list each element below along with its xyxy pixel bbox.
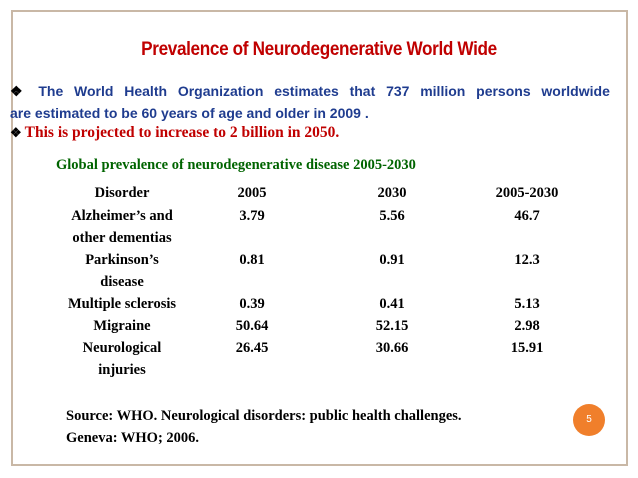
table-cell-2030: 0.41	[379, 296, 405, 312]
disorder-name-line: Migraine	[93, 318, 151, 334]
table-cell-disorder: Multiple sclerosis	[53, 293, 191, 315]
disorder-name-line: disease	[100, 274, 144, 290]
table-cell-2005: 26.45	[235, 340, 269, 356]
who-estimate-line-1: ❖ The World Health Organization estimates that…	[10, 80, 610, 102]
who-estimate-paragraph: ❖ The World Health Organization estimates that…	[10, 80, 610, 124]
who-estimate-word: estimates	[274, 83, 339, 99]
disorder-name-line: Neurological	[82, 340, 162, 356]
table-header: 2005	[237, 185, 267, 201]
who-estimate-word: The	[38, 83, 64, 99]
who-estimate-word: worldwide	[541, 83, 610, 99]
table-cell-disorder: Alzheimer’s and other dementias	[53, 205, 191, 249]
page-number-badge: 5	[573, 404, 605, 436]
disorder-name-line: Alzheimer’s and	[71, 208, 173, 224]
table-header: 2030	[377, 185, 407, 201]
diamond-bullet-icon: ❖	[10, 125, 22, 140]
table-cell-2005: 3.79	[239, 208, 265, 224]
slide-title: Prevalence of Neurodegenerative World Wi…	[141, 38, 497, 60]
disorder-name-line: other dementias	[72, 230, 172, 246]
table-cell-change: 46.7	[514, 208, 540, 224]
who-estimate-word: 737	[386, 83, 410, 99]
table-cell-change: 5.13	[514, 296, 540, 312]
source-line-2: Geneva: WHO; 2006.	[66, 430, 200, 446]
table-cell-2030: 30.66	[375, 340, 409, 356]
diamond-bullet-icon: ❖	[10, 83, 23, 99]
source-citation: Source: WHO. Neurological disorders: pub…	[66, 405, 546, 449]
table-cell-disorder: Neurological injuries	[53, 337, 191, 381]
who-estimate-word: Health	[124, 83, 168, 99]
slide-border-left	[11, 10, 13, 466]
who-estimate-word: World	[74, 83, 114, 99]
slide-border-top	[11, 10, 628, 12]
who-estimate-word: Organization	[177, 83, 264, 99]
table-cell-2005: 0.39	[239, 296, 265, 312]
source-line-1: Source: WHO. Neurological disorders: pub…	[66, 408, 462, 424]
table-cell-2030: 0.91	[379, 252, 405, 268]
table-cell-2030: 5.56	[379, 208, 405, 224]
table-cell-change: 2.98	[514, 318, 540, 334]
projection-paragraph: ❖ This is projected to increase to 2 bill…	[10, 124, 339, 142]
table-cell-disorder: Parkinson’s disease	[53, 249, 191, 293]
table-header: 2005-2030	[495, 185, 559, 201]
table-caption: Global prevalence of neurodegenerative d…	[56, 157, 416, 173]
projection-text: This is projected to increase to 2 billi…	[24, 124, 340, 141]
who-estimate-word: persons	[476, 83, 531, 99]
table-cell-change: 12.3	[514, 252, 540, 268]
slide-border-right	[626, 10, 628, 466]
slide-border-bottom	[11, 464, 628, 466]
disorder-name-line: Multiple sclerosis	[67, 296, 177, 312]
table-cell-2005: 50.64	[235, 318, 269, 334]
table-cell-2030: 52.15	[375, 318, 409, 334]
who-estimate-line-2: are estimated to be 60 years of age and …	[10, 105, 369, 121]
table-header: Disorder	[94, 185, 150, 201]
who-estimate-word: that	[349, 83, 376, 99]
table-cell-change: 15.91	[510, 340, 544, 356]
table-cell-disorder: Migraine	[53, 315, 191, 337]
who-estimate-word: million	[420, 83, 466, 99]
disorder-name-line: Parkinson’s	[85, 252, 159, 268]
table-cell-2005: 0.81	[239, 252, 265, 268]
disorder-name-line: injuries	[98, 362, 146, 378]
